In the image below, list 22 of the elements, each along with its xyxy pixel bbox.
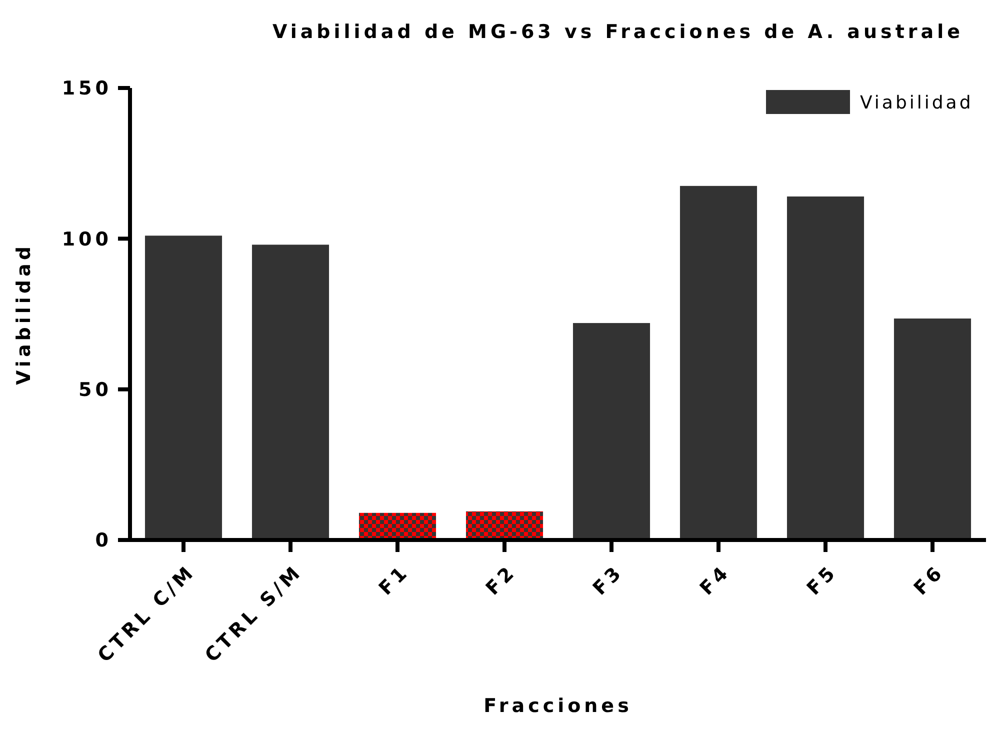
bar [680,186,758,540]
x-tick-label: F2 [482,560,521,600]
chart-title: Viabilidad de MG-63 vs Fracciones de A. australe [272,21,964,43]
bar [786,196,864,540]
bar [466,511,544,540]
x-tick-label: F3 [588,560,628,600]
bar [894,318,972,540]
bar [144,236,222,540]
x-tick-label: F4 [696,560,735,600]
x-tick-label: F1 [374,560,414,600]
legend-label: Viabilidad [860,92,974,114]
bar [252,244,330,540]
y-tick-label: 50 [78,378,112,401]
y-tick-label: 100 [62,228,112,250]
y-tick-label: 0 [95,530,112,552]
y-axis-title: Viabilidad [13,243,35,385]
bar [358,512,436,540]
x-axis-title: Fracciones [484,695,632,717]
y-tick-label: 150 [62,78,112,100]
bar [572,323,650,540]
x-tick-label: F5 [802,560,842,600]
x-tick-label: F6 [910,560,949,600]
